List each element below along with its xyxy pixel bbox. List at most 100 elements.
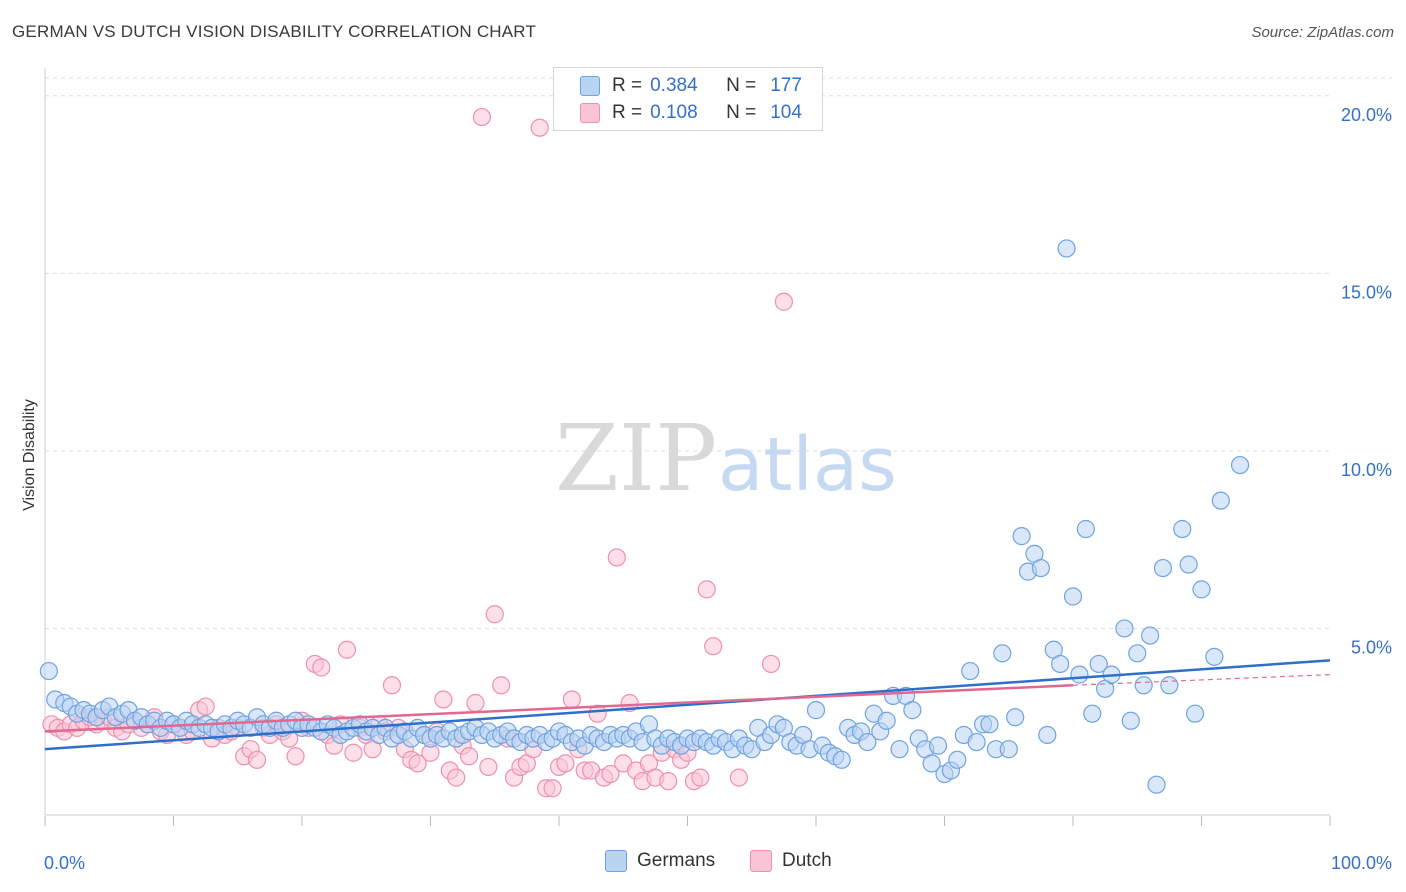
german-point: [890, 740, 909, 759]
dutch-point: [530, 118, 549, 137]
german-point: [1153, 558, 1173, 578]
dutch-trend-line: [44, 684, 1074, 733]
dutch-point: [196, 697, 215, 716]
dutch-point: [337, 640, 357, 659]
german-point: [1230, 455, 1250, 475]
bottom-legend-dutch[interactable]: Dutch: [750, 850, 832, 872]
axes: [44, 68, 1331, 826]
german-points: [39, 239, 1250, 794]
dutch-point: [286, 747, 305, 766]
legend: R = 0.384 N = 177 R = 0.108 N = 104: [553, 67, 823, 131]
dutch-point: [659, 772, 678, 791]
y-tick-label: 15.0%: [1341, 282, 1392, 302]
german-point: [1147, 775, 1166, 794]
german-point: [1140, 626, 1160, 645]
dutch-point: [459, 747, 479, 766]
dutch-point: [434, 690, 453, 709]
legend-row-germans: R = 0.384 N = 177: [580, 73, 802, 99]
germans-legend-swatch: [605, 850, 627, 872]
german-point: [961, 661, 980, 681]
dutch-point: [472, 107, 491, 127]
dutch-n-label: N =: [726, 102, 757, 123]
germans-n-value: 177: [770, 75, 802, 96]
german-point: [999, 740, 1018, 759]
germans-legend-label: Germans: [637, 850, 716, 871]
dutch-point: [697, 580, 716, 599]
dutch-n-value: 104: [770, 102, 802, 123]
trend-lines: [44, 659, 1331, 751]
bottom-legend: Germans Dutch: [0, 850, 1406, 880]
dutch-point: [562, 690, 581, 709]
dutch-point: [447, 768, 466, 787]
dutch-point: [601, 764, 620, 784]
german-point: [1134, 676, 1153, 695]
x-tick-label-max: 100.0%: [1331, 853, 1392, 873]
german-point: [1179, 555, 1198, 574]
dutch-point: [492, 676, 511, 695]
german-point: [1185, 704, 1205, 723]
german-point: [948, 750, 967, 769]
dutch-point: [704, 637, 723, 656]
source-label: Source: ZipAtlas.com: [1251, 24, 1394, 41]
grid-lines: [45, 77, 1392, 629]
dutch-point: [607, 548, 626, 567]
german-point: [967, 732, 986, 752]
german-point: [1192, 580, 1211, 599]
german-point: [980, 715, 999, 734]
german-point: [1076, 519, 1095, 539]
y-tick-label: 5.0%: [1351, 637, 1392, 657]
german-point: [1051, 654, 1070, 674]
german-point: [1089, 654, 1108, 674]
bottom-legend-germans[interactable]: Germans: [605, 850, 715, 872]
dutch-point: [543, 779, 562, 798]
german-point: [1057, 239, 1076, 258]
dutch-point: [479, 757, 498, 777]
watermark-atlas: atlas: [718, 422, 897, 508]
dutch-point: [729, 768, 749, 787]
german-point: [877, 711, 896, 730]
german-trend-line: [44, 659, 1331, 751]
dutch-point: [247, 750, 267, 769]
dutch-point: [466, 693, 485, 713]
dutch-swatch: [580, 103, 600, 123]
german-point: [1211, 491, 1230, 510]
german-point: [1063, 587, 1083, 606]
german-point: [922, 754, 941, 773]
german-point: [806, 701, 826, 720]
german-point: [1160, 676, 1179, 695]
dutch-r-value: 0.108: [650, 102, 698, 123]
german-point: [39, 661, 58, 681]
tick-labels: 5.0% 10.0% 15.0% 20.0% 0.0% 100.0%: [44, 105, 1392, 873]
german-point: [1115, 619, 1134, 638]
german-point: [1121, 711, 1140, 730]
german-point: [1038, 725, 1057, 745]
german-point: [993, 644, 1012, 663]
german-point: [1012, 527, 1031, 546]
german-point: [858, 732, 877, 752]
german-point: [1031, 558, 1050, 578]
dutch-point: [382, 676, 402, 695]
watermark: ZIP atlas: [555, 405, 897, 512]
german-point: [832, 750, 851, 769]
y-tick-label: 20.0%: [1341, 105, 1392, 125]
german-point: [1006, 708, 1025, 727]
german-point: [903, 701, 922, 720]
germans-r-value: 0.384: [650, 75, 698, 96]
german-point: [1083, 704, 1102, 723]
germans-r-label: R =: [612, 75, 643, 96]
dutch-point: [485, 605, 504, 624]
watermark-zip: ZIP: [555, 405, 717, 512]
dutch-point: [344, 743, 363, 762]
dutch-legend-label: Dutch: [782, 850, 832, 871]
german-point: [928, 736, 948, 755]
germans-swatch: [580, 76, 600, 96]
dutch-point: [588, 704, 607, 723]
dutch-trend-extension: [1072, 674, 1331, 686]
x-tick-label-min: 0.0%: [44, 853, 85, 873]
german-point: [1070, 665, 1089, 684]
dutch-point: [691, 768, 710, 787]
dutch-r-label: R =: [612, 102, 643, 123]
germans-n-label: N =: [726, 75, 757, 96]
dutch-point: [556, 754, 575, 773]
